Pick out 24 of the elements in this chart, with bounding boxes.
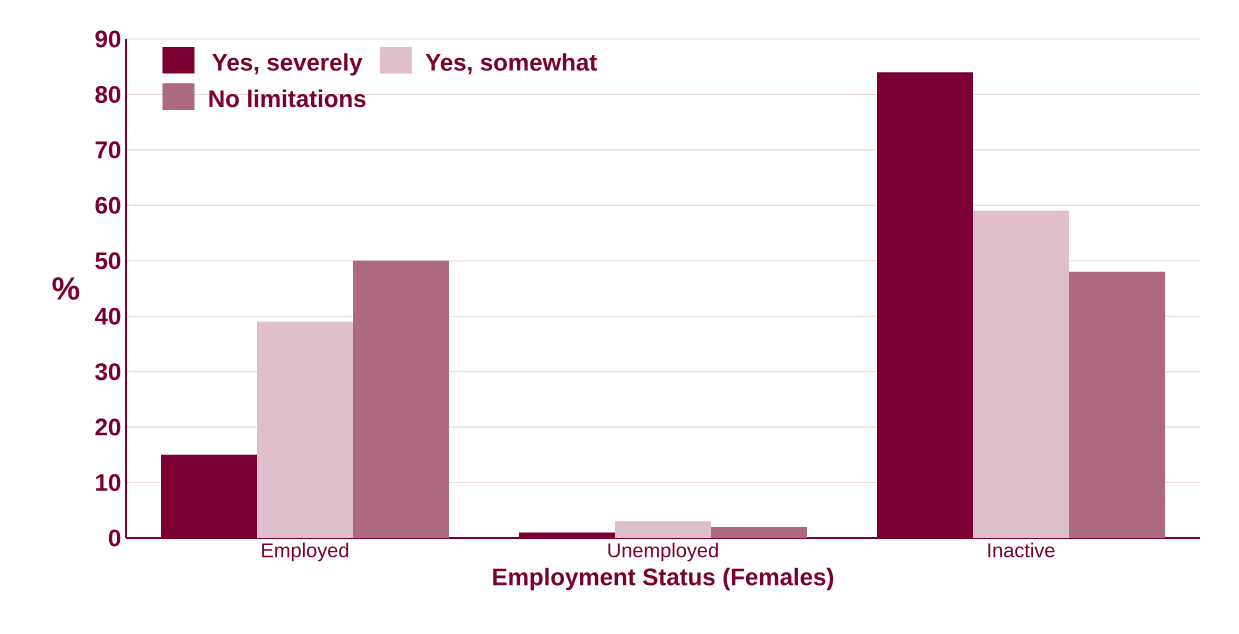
- y-tick-label: 10: [96, 474, 121, 492]
- x-tick-label: Employed: [262, 542, 349, 562]
- y-tick-label: 90: [95, 30, 121, 48]
- y-tick-label: 30: [95, 363, 121, 381]
- bar: [711, 526, 808, 538]
- y-axis-title: %: [52, 277, 80, 300]
- bar: [973, 210, 1069, 538]
- y-tick-label: 0: [108, 529, 121, 547]
- x-tick-label: Unemployed: [608, 542, 718, 562]
- legend-label: Yes, somewhat: [425, 53, 597, 75]
- bar: [615, 521, 711, 538]
- bar: [257, 321, 353, 538]
- legend-label: No limitations: [209, 89, 366, 108]
- y-tick-label: 80: [95, 85, 121, 103]
- y-tick-label: 40: [94, 307, 121, 325]
- bar: [353, 260, 450, 538]
- x-axis-title: Employment Status (Females): [493, 567, 834, 591]
- legend-label: Yes, severely: [212, 53, 363, 76]
- bar: [1069, 271, 1165, 538]
- y-tick-label: 20: [95, 418, 121, 436]
- y-tick-label: 70: [95, 141, 121, 159]
- y-tick-label: 50: [95, 252, 121, 270]
- y-tick-label: 60: [95, 196, 121, 214]
- x-tick-label: Inactive: [988, 542, 1055, 558]
